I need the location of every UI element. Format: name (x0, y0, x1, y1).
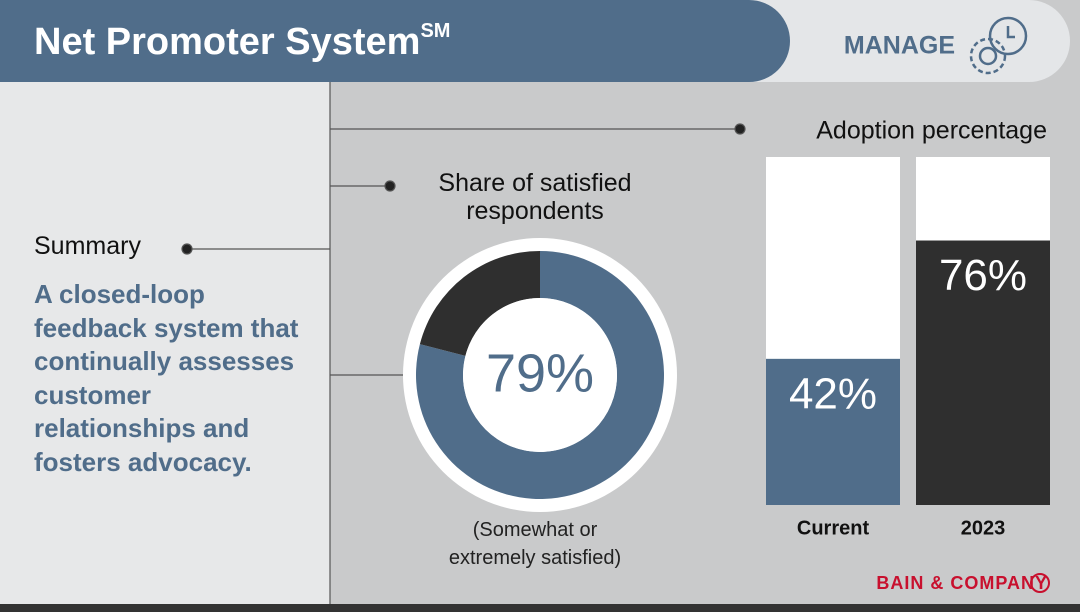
connectors (181, 123, 746, 376)
x-tick-label: 2023 (961, 517, 1006, 539)
summary-panel (0, 82, 330, 604)
title-sup: SM (420, 20, 450, 42)
chart-title: Share of satisfied respondents (438, 169, 631, 225)
note: (Somewhat or extremely satisfied) (449, 519, 621, 569)
gear-icon (969, 16, 1028, 75)
brand: BAIN & COMPANY (876, 573, 1048, 593)
value-label: 79% (486, 343, 594, 403)
bar (766, 358, 900, 505)
donut-segment (419, 251, 540, 356)
brand-logo (1030, 573, 1050, 593)
title-main: Net Promoter System (34, 21, 420, 63)
badge: MANAGE (844, 32, 955, 60)
value-label: 42% (789, 369, 877, 418)
footer-strip (0, 604, 1080, 612)
header-title: Net Promoter SystemSM (34, 20, 450, 63)
chart-title: Adoption percentage (816, 117, 1047, 145)
donut-segment (416, 251, 664, 499)
x-tick-label: Current (797, 517, 870, 539)
bar (916, 240, 1050, 505)
value-label: 76% (939, 251, 1027, 300)
header-bg (0, 0, 700, 82)
summary-text: A closed-loop feedback system that conti… (34, 279, 299, 477)
donut-hole (463, 298, 617, 452)
summary-heading: Summary (34, 232, 141, 260)
